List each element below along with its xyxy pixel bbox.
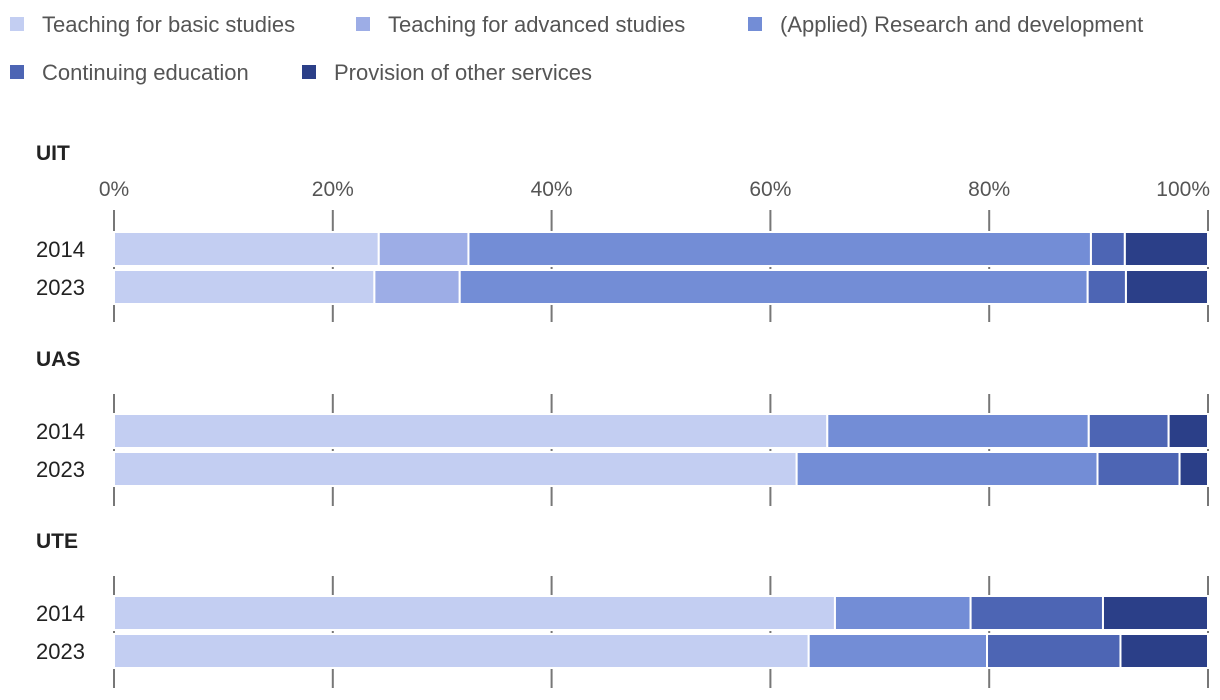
bar-segment-ute-2023-s4	[986, 633, 1122, 669]
bar-segment-ute-2023-s3	[807, 633, 989, 669]
year-label-ute-2014: 2014	[36, 601, 85, 626]
bar-segment-uas-2023-s3	[795, 451, 1099, 487]
year-label-ute-2023: 2023	[36, 639, 85, 664]
bar-segment-ute-2014-s1	[113, 595, 836, 631]
bar-segment-uit-2023-s5	[1124, 269, 1209, 305]
bar-segment-uas-2014-s1	[113, 413, 829, 449]
bar-segment-uit-2023-s1	[113, 269, 376, 305]
x-tick-label-80pct: 80%	[968, 178, 1010, 201]
x-tick-label-60pct: 60%	[749, 178, 791, 201]
x-tick-label-100pct: 100%	[1156, 178, 1210, 201]
group-title-ute: UTE	[36, 530, 78, 553]
bar-segment-uas-2023-s5	[1178, 451, 1210, 487]
bar-segment-uit-2023-s3	[458, 269, 1089, 305]
bar-segment-ute-2023-s5	[1119, 633, 1209, 669]
year-label-uas-2023: 2023	[36, 457, 85, 482]
year-label-uas-2014: 2014	[36, 419, 85, 444]
group-title-uit: UIT	[36, 142, 70, 165]
bar-segment-ute-2023-s1	[113, 633, 810, 669]
bar-segment-uit-2023-s2	[373, 269, 461, 305]
bar-segment-ute-2014-s3	[833, 595, 972, 631]
legend-label-3: (Applied) Research and development	[780, 12, 1143, 37]
bar-segment-uas-2023-s4	[1096, 451, 1181, 487]
bar-segment-uit-2014-s4	[1089, 231, 1126, 267]
bar-segment-ute-2014-s5	[1101, 595, 1209, 631]
legend-swatch-5	[302, 65, 316, 79]
legend-label-5: Provision of other services	[334, 60, 592, 85]
bar-segment-uas-2014-s3	[826, 413, 1090, 449]
bar-segment-uas-2023-s1	[113, 451, 798, 487]
bar-segment-uit-2014-s3	[467, 231, 1092, 267]
bar-segment-uit-2014-s5	[1123, 231, 1209, 267]
year-label-uit-2014: 2014	[36, 237, 85, 262]
x-tick-label-20pct: 20%	[312, 178, 354, 201]
year-label-uit-2023: 2023	[36, 275, 85, 300]
group-title-uas: UAS	[36, 348, 80, 371]
bar-segment-uit-2014-s1	[113, 231, 380, 267]
legend-swatch-4	[10, 65, 24, 79]
legend-swatch-3	[748, 17, 762, 31]
bar-segment-ute-2014-s4	[969, 595, 1104, 631]
bar-segment-uit-2014-s2	[377, 231, 470, 267]
bar-segment-uas-2014-s4	[1087, 413, 1170, 449]
bar-segment-uas-2014-s5	[1167, 413, 1209, 449]
legend-label-1: Teaching for basic studies	[42, 12, 295, 37]
bar-segment-uit-2023-s4	[1086, 269, 1127, 305]
legend-swatch-2	[356, 17, 370, 31]
legend-label-4: Continuing education	[42, 60, 249, 85]
x-tick-label-40pct: 40%	[531, 178, 573, 201]
legend-label-2: Teaching for advanced studies	[388, 12, 685, 37]
x-tick-label-0pct: 0%	[99, 178, 129, 201]
legend-swatch-1	[10, 17, 24, 31]
